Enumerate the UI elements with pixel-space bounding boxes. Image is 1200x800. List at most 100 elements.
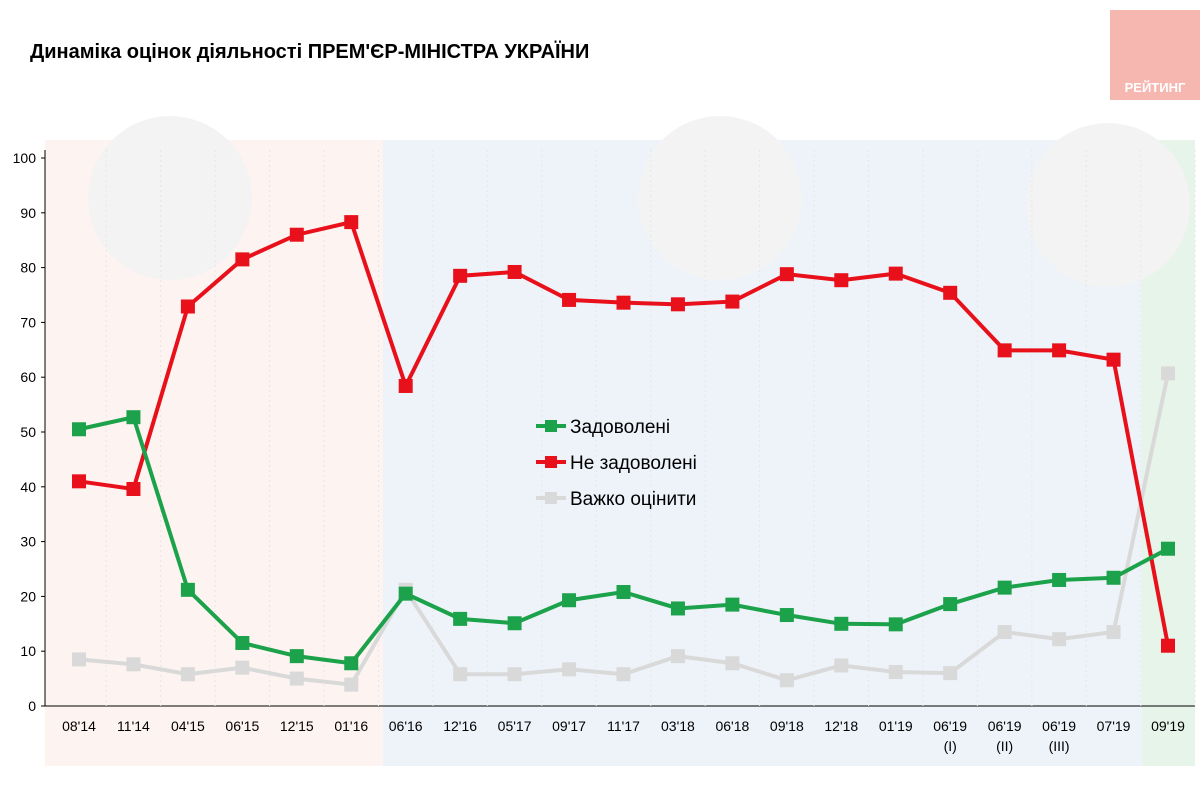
legend-label: Задоволені [570,417,670,438]
point [72,422,86,437]
x-tick-label: 12'15 [279,718,314,734]
point [834,658,849,673]
point [725,656,740,671]
x-tick-label: 03'18 [661,718,695,734]
x-tick-label: 06'19 (III) [1042,718,1076,754]
point [670,601,685,616]
point [670,649,685,664]
x-tick-label: 12'18 [824,718,859,734]
point [235,635,250,650]
point [453,667,468,682]
y-tick-label: 10 [20,643,36,659]
point [834,616,849,631]
point [507,616,522,631]
x-tick-label: 12'16 [443,718,478,734]
x-tick-label: 07'19 [1096,718,1131,734]
point [943,666,958,681]
point [943,285,958,300]
point [453,611,468,626]
point [1106,570,1121,585]
y-tick-label: 100 [13,150,37,166]
y-tick-label: 60 [20,369,36,385]
x-tick-label: 04'15 [170,718,205,734]
point [1052,343,1067,358]
point [235,660,250,675]
x-tick-label: 06'18 [715,718,750,734]
y-tick-label: 20 [20,588,36,604]
y-tick-label: 50 [20,424,36,440]
point [1106,352,1121,367]
point [72,474,86,489]
point [1106,625,1121,640]
y-tick-label: 90 [20,205,36,221]
point [1052,632,1067,647]
x-tick-label: 01'19 [878,718,913,734]
point [997,343,1012,358]
point [834,273,849,288]
point [72,652,86,667]
point [398,586,413,601]
point [779,267,794,282]
point [616,667,631,682]
point [235,252,250,267]
point [289,649,304,664]
point [344,656,359,671]
x-tick-label: 11'17 [607,718,640,734]
point [453,268,468,283]
y-tick-label: 30 [20,534,36,550]
point [344,677,359,692]
y-tick-label: 40 [20,479,36,495]
point [507,264,522,279]
x-tick-label: 09'18 [769,718,804,734]
y-tick-label: 80 [20,260,36,276]
point [779,608,794,623]
legend-marker [545,420,557,432]
y-tick-label: 0 [28,698,36,714]
x-tick-label: 05'17 [497,718,532,734]
point [289,227,304,242]
legend-marker [545,456,557,468]
portrait [1026,123,1190,287]
point [180,582,195,597]
point [888,266,903,281]
point [398,378,413,393]
point [562,593,577,608]
legend-label: Важко оцінити [570,489,696,510]
point [725,294,740,309]
point [943,597,958,612]
point [616,585,631,600]
point [616,295,631,310]
point [562,662,577,677]
point [180,299,195,314]
logo: РЕЙТИНГ [1125,80,1186,95]
portrait [638,116,802,280]
x-tick-label: 09'19 [1151,718,1185,734]
point [344,215,359,230]
point [888,617,903,632]
point [1161,638,1175,653]
portrait [88,116,252,280]
point [1161,366,1175,381]
point [1161,541,1175,556]
point [289,671,304,686]
point [562,292,577,307]
point [507,667,522,682]
point [997,625,1012,640]
x-tick-label: 01'16 [334,718,369,734]
legend-marker [545,492,557,504]
x-tick-label: 06'19 (I) [933,718,968,754]
y-tick-label: 70 [20,314,36,330]
point [997,580,1012,595]
point [126,481,141,496]
point [670,297,685,312]
x-tick-label: 06'19 (II) [987,718,1022,754]
chart-title: Динаміка оцінок діяльності ПРЕМ'ЄР-МІНІС… [30,40,589,63]
logo-bg [1110,10,1200,100]
point [725,597,740,612]
x-tick-label: 06'16 [388,718,423,734]
x-tick-label: 11'14 [117,718,150,734]
legend-label: Не задоволені [570,453,697,474]
point [126,410,141,425]
